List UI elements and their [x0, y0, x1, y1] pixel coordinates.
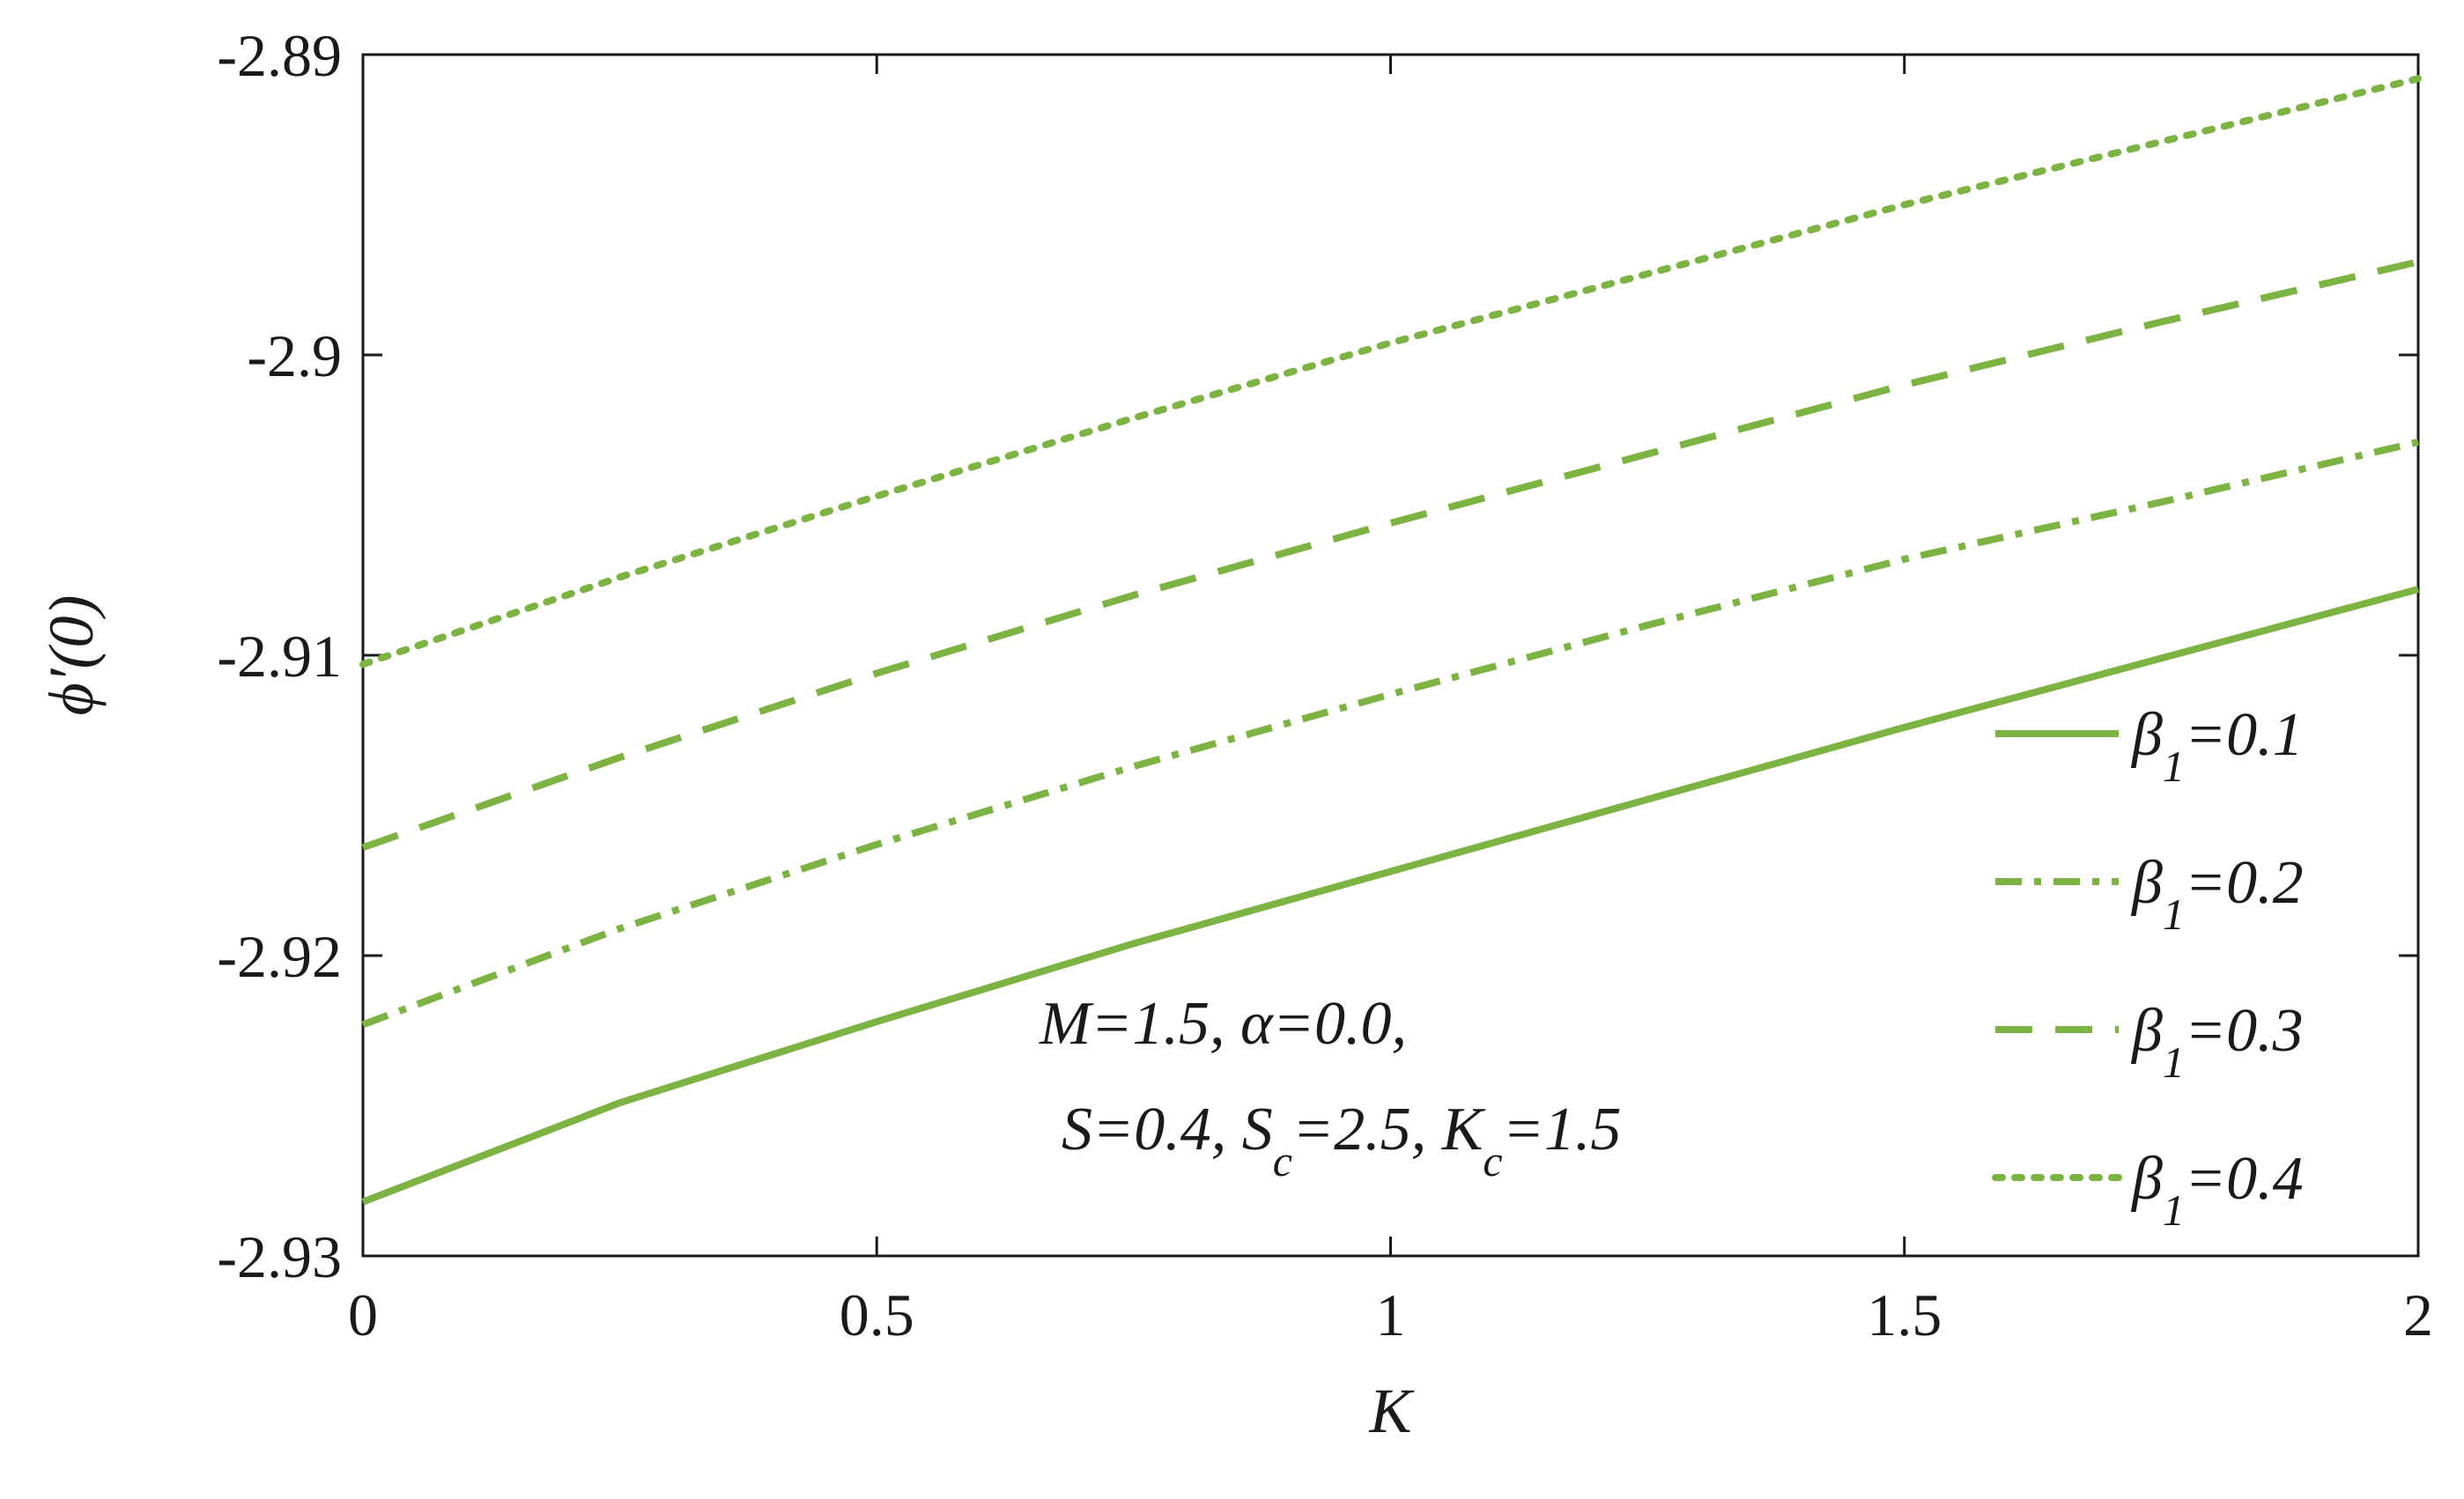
legend-symbol: β: [2130, 701, 2163, 769]
y-tick-label: -2.93: [217, 1223, 342, 1290]
annotation-text: =2.5, K: [1292, 1096, 1486, 1163]
x-tick-label: 0: [348, 1281, 378, 1348]
annotation-subscript: c: [1483, 1136, 1502, 1185]
y-tick-label: -2.9: [247, 322, 342, 389]
series-line-3: [361, 258, 2419, 852]
annotation-text: S=0.4, S: [1062, 1096, 1273, 1163]
plot-frame: [361, 53, 2420, 1258]
series-line-2: [361, 438, 2419, 1029]
legend-subscript: 1: [2163, 1185, 2185, 1235]
legend-symbol: β: [2130, 1145, 2163, 1213]
x-tick-label: 1: [1376, 1281, 1406, 1348]
legend-label-3: β1=0.3: [2130, 997, 2304, 1087]
annotation-line-2: S=0.4, Sc=2.5, Kc=1.5: [1062, 1096, 1621, 1185]
series-line-4: [359, 75, 2422, 668]
y-tick-label: -2.89: [217, 22, 342, 89]
axes: 0 0.5 1 1.5 2 -2.93 -2.92 -2.91 -2.9 -2.89: [217, 22, 2433, 1348]
legend-label-2: β1=0.2: [2130, 849, 2304, 939]
x-tick-label: 2: [2403, 1281, 2433, 1348]
series-layer: [359, 75, 2422, 1206]
legend-subscript: 1: [2163, 742, 2185, 791]
legend-label-4: β1=0.4: [2130, 1145, 2304, 1235]
legend-symbol: β: [2130, 849, 2163, 917]
legend-value: =0.2: [2185, 849, 2304, 917]
legend-subscript: 1: [2163, 1037, 2185, 1087]
y-tick-label: -2.91: [217, 623, 342, 690]
legend-symbol: β: [2130, 997, 2163, 1065]
legend-subscript: 1: [2163, 890, 2185, 939]
x-tick-label: 0.5: [840, 1281, 914, 1348]
legend-value: =0.4: [2185, 1145, 2304, 1213]
annotation-text: =1.5: [1503, 1096, 1622, 1163]
x-axis-label: K: [1368, 1376, 1415, 1446]
y-tick-label: -2.92: [217, 923, 342, 990]
legend-value: =0.1: [2185, 701, 2304, 769]
legend-label-1: β1=0.1: [2130, 701, 2304, 791]
x-tick-label: 1.5: [1867, 1281, 1942, 1348]
y-axis-label: ϕ′(0): [36, 595, 107, 716]
series-line-1: [361, 586, 2420, 1206]
annotation-line-1: M=1.5, α=0.0,: [1039, 990, 1407, 1058]
legend: β1=0.1β1=0.2β1=0.3β1=0.4: [1992, 701, 2304, 1235]
legend-value: =0.3: [2185, 997, 2304, 1065]
annotation-subscript: c: [1273, 1136, 1292, 1185]
